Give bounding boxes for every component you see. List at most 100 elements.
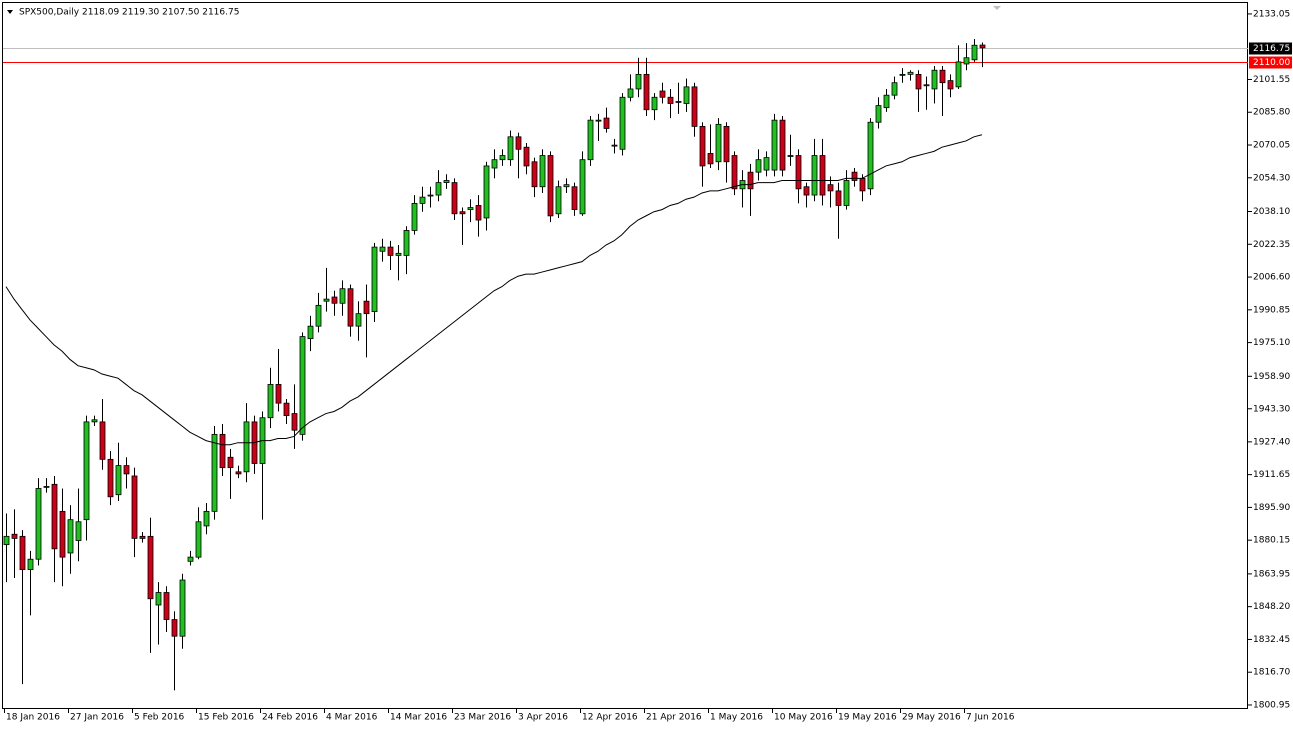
candle-body	[427, 194, 434, 197]
candle-body	[723, 125, 730, 163]
candle-body	[867, 121, 874, 190]
candle-body	[763, 157, 770, 171]
candle-body	[35, 488, 42, 560]
y-tick-label: 1990.85	[1253, 305, 1290, 315]
candle-body	[979, 44, 986, 49]
candle-body	[443, 180, 450, 183]
x-tick-label: 27 Jan 2016	[70, 713, 124, 723]
candle-body	[579, 159, 586, 215]
candle-body	[179, 579, 186, 637]
candle-body	[411, 202, 418, 231]
y-tick-label: 2133.05	[1253, 9, 1290, 19]
y-tick-label: 1943.30	[1253, 404, 1290, 414]
candle-body	[147, 535, 154, 600]
y-tick-label: 1848.20	[1253, 602, 1290, 612]
candle-body	[91, 419, 98, 423]
candle-body	[795, 155, 802, 190]
candle-body	[971, 44, 978, 61]
y-tick-label: 2038.10	[1253, 207, 1290, 217]
candle-body	[891, 82, 898, 96]
candle-body	[571, 186, 578, 211]
candle-body	[771, 119, 778, 171]
candle-body	[923, 84, 930, 87]
candle-body	[587, 119, 594, 161]
candle-body	[315, 304, 322, 327]
x-tick-label: 7 Jun 2016	[966, 713, 1015, 723]
y-tick-label: 1927.40	[1253, 437, 1290, 447]
candle-body	[491, 159, 498, 169]
candle-body	[755, 159, 762, 173]
candle-body	[843, 180, 850, 206]
candle-body	[835, 190, 842, 206]
candle-body	[659, 90, 666, 98]
candle-body	[331, 296, 338, 304]
candle-body	[915, 73, 922, 90]
y-tick-label: 2054.30	[1253, 173, 1290, 183]
bid_line-label: 2116.75	[1253, 44, 1290, 54]
menu-triangle[interactable]	[7, 10, 13, 14]
candle-body	[219, 433, 226, 469]
hline-label-box	[1249, 56, 1292, 69]
x-tick-label: 12 Apr 2016	[582, 713, 638, 723]
candle-body	[947, 80, 954, 90]
y-tick-label: 1880.15	[1253, 536, 1290, 546]
candle-body	[99, 421, 106, 460]
hline-label: 2110.00	[1253, 58, 1290, 68]
candle-body	[675, 101, 682, 103]
y-tick-label: 2006.60	[1253, 273, 1290, 283]
candle-body	[707, 153, 714, 165]
candle-body	[435, 182, 442, 196]
candle-body	[323, 298, 330, 302]
candle-body	[363, 300, 370, 315]
x-tick-label: 5 Feb 2016	[134, 713, 185, 723]
candle-body	[515, 136, 522, 150]
y-tick-label: 2022.35	[1253, 240, 1290, 250]
candle-body	[203, 510, 210, 527]
y-tick-label: 1863.95	[1253, 569, 1290, 579]
x-tick-label: 18 Jan 2016	[6, 713, 60, 723]
bid_line-label-box	[1249, 42, 1292, 55]
candle-body	[803, 186, 810, 196]
candle-body	[859, 178, 866, 192]
x-tick-label: 29 May 2016	[902, 713, 961, 723]
x-tick-label: 10 May 2016	[774, 713, 833, 723]
candle-body	[563, 184, 570, 188]
candle-body	[611, 144, 618, 147]
x-tick-label: 4 Mar 2016	[326, 713, 378, 723]
candle-body	[291, 413, 298, 431]
candle-body	[467, 207, 474, 211]
candle-body	[483, 165, 490, 219]
candle-body	[875, 105, 882, 123]
candle-body	[243, 421, 250, 473]
x-tick-label: 19 May 2016	[838, 713, 897, 723]
y-tick-label: 2070.05	[1253, 141, 1290, 151]
candle-body	[283, 402, 290, 417]
y-tick-label: 1911.65	[1253, 470, 1290, 480]
candle-body	[195, 521, 202, 558]
candle-body	[155, 592, 162, 606]
candle-body	[235, 471, 242, 475]
candle-body	[187, 556, 194, 562]
candle-body	[3, 535, 10, 546]
candle-body	[651, 96, 658, 111]
x-tick-label: 15 Feb 2016	[198, 713, 254, 723]
x-tick-label: 1 May 2016	[710, 713, 763, 723]
y-tick-label: 1975.10	[1253, 338, 1290, 348]
candle-body	[107, 458, 114, 498]
candle-body	[683, 86, 690, 104]
candle-body	[731, 155, 738, 190]
candle-body	[475, 205, 482, 221]
candle-body	[819, 155, 826, 196]
candle-body	[299, 336, 306, 435]
candle-body	[851, 171, 858, 181]
candle-body	[347, 288, 354, 327]
plot-frame	[2, 2, 1248, 709]
candle-body	[531, 161, 538, 188]
candle-body	[499, 155, 506, 161]
candle-body	[459, 211, 466, 215]
chart-title: SPX500,Daily 2118.09 2119.30 2107.50 211…	[19, 8, 239, 18]
y-tick-label: 2101.55	[1253, 75, 1290, 85]
